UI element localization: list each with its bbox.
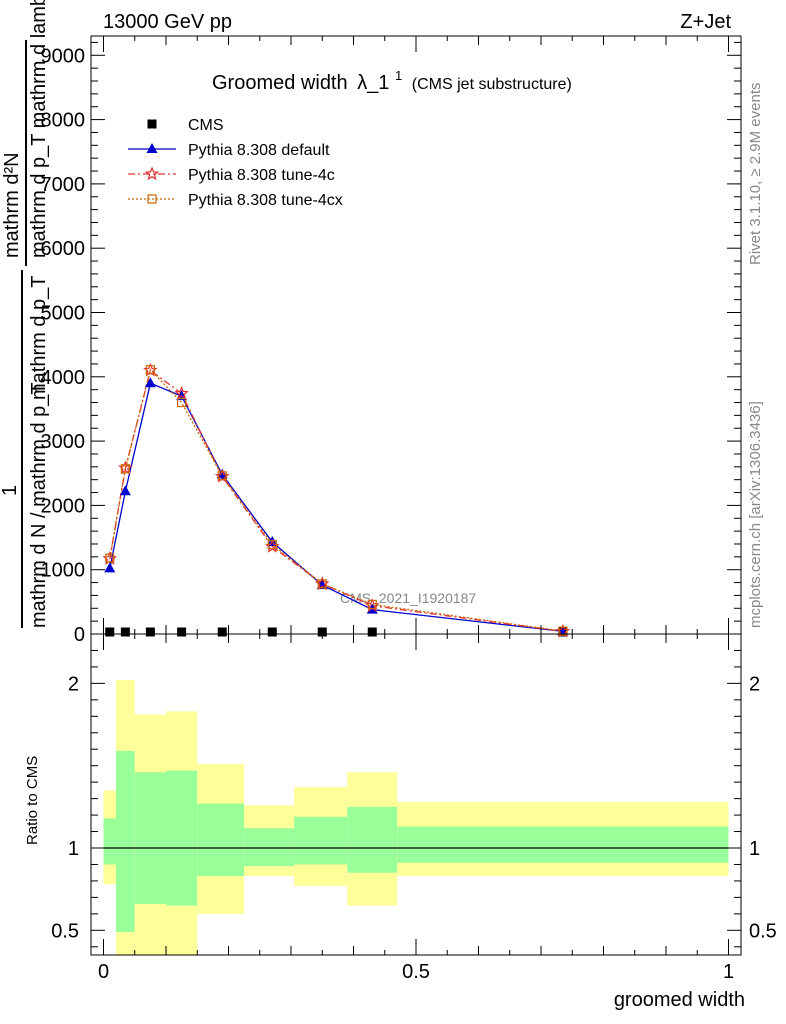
ytick-label-7: 7000 xyxy=(41,174,86,196)
ytick-label-8: 8000 xyxy=(41,110,86,132)
point-s3-5 xyxy=(267,540,277,550)
ylabel-num-top: mathrm d²N xyxy=(1,152,23,258)
legend-marker-3 xyxy=(147,194,157,204)
ratio-ytick-label-left-2: 2 xyxy=(68,673,79,695)
legend-marker-2 xyxy=(144,166,160,181)
inner-band-2 xyxy=(134,772,166,904)
ytick-label-1: 1000 xyxy=(41,560,86,582)
inner-band-7 xyxy=(347,806,398,873)
title-main: Groomed width xyxy=(212,72,348,94)
point-s3-8 xyxy=(558,626,568,636)
main-ylabel: mathrm d²N mathrm d p_T mathrm d lambda … xyxy=(0,0,50,628)
legend-label-1: Pythia 8.308 default xyxy=(188,142,330,159)
ratio-ylabel: Ratio to CMS xyxy=(24,756,41,845)
ylabel-den-top: mathrm d N / mathrm d p_T xyxy=(28,382,50,628)
inner-band-8 xyxy=(397,826,729,863)
point-s3-2 xyxy=(145,365,155,375)
xtick-label-0: 0 xyxy=(98,961,109,983)
ytick-label-6: 6000 xyxy=(41,238,86,260)
title-sub: (CMS jet substructure) xyxy=(412,76,572,93)
ratio-ytick-label-right-0: 0.5 xyxy=(749,920,777,942)
inner-band-0 xyxy=(103,818,116,865)
series-line-1 xyxy=(109,382,563,633)
title-superscript: 1 xyxy=(395,68,402,83)
inner-band-6 xyxy=(294,816,348,865)
ratio-uncertainty-bands xyxy=(103,680,729,955)
inner-band-3 xyxy=(166,770,198,906)
ytick-label-5: 5000 xyxy=(41,302,86,324)
point-s1-4 xyxy=(216,468,228,479)
point-s1-2 xyxy=(144,377,156,388)
point-s1-1 xyxy=(119,485,131,496)
point-s3-0 xyxy=(105,553,115,563)
ytick-label-4: 4000 xyxy=(41,367,86,389)
x-axis-label: groomed width xyxy=(614,989,745,1011)
point-s0-5 xyxy=(267,627,277,637)
point-s3-1 xyxy=(120,464,130,474)
header-left: 13000 GeV pp xyxy=(103,11,232,33)
point-s3-6 xyxy=(317,579,327,589)
point-s0-1 xyxy=(120,627,130,637)
ytick-label-0: 0 xyxy=(74,624,85,646)
inner-band-5 xyxy=(244,828,295,867)
axes: 0 1000 2000 3000 4000 5000 6000 7000 8000 9000 0 0.… xyxy=(41,35,777,983)
header-right: Z+Jet xyxy=(680,11,731,33)
ytick-label-2: 2000 xyxy=(41,495,86,517)
legend-marker-1 xyxy=(146,143,158,153)
legend-marker-0 xyxy=(147,119,157,129)
point-s1-0 xyxy=(104,562,116,573)
point-s0-2 xyxy=(145,627,155,637)
rivet-info: Rivet 3.1.10, ≥ 2.9M events xyxy=(747,83,764,266)
point-s0-7 xyxy=(367,627,377,637)
point-s2-3 xyxy=(174,385,189,400)
legend-label-3: Pythia 8.308 tune-4cx xyxy=(188,192,343,209)
chart-title: Groomed width λ_1 1 (CMS jet substructur… xyxy=(212,63,572,94)
ratio-ytick-label-right-2: 2 xyxy=(749,673,760,695)
point-s0-0 xyxy=(105,627,115,637)
watermark: CMS_2021_I1920187 xyxy=(340,590,476,606)
xtick-label-2: 1 xyxy=(723,961,734,983)
point-s3-7 xyxy=(367,599,377,610)
legend-label-0: CMS xyxy=(188,117,224,134)
inner-band-4 xyxy=(197,803,245,876)
ratio-ytick-label-left-0: 0.5 xyxy=(51,920,79,942)
series-lines xyxy=(109,368,563,633)
legend: CMS Pythia 8.308 default Pythia 8.308 tune… xyxy=(128,117,343,209)
ylabel-den-bottom: mathrm d p_T xyxy=(28,276,50,400)
mcplots-info: mcplots.cern.ch [arXiv:1306.3436] xyxy=(747,401,764,628)
title-symbol: λ_1 xyxy=(357,72,389,94)
ylabel-one: 1 xyxy=(0,485,21,496)
point-s0-3 xyxy=(177,627,187,637)
point-s3-3 xyxy=(177,397,187,408)
series-markers xyxy=(102,362,571,638)
ratio-ytick-label-right-1: 1 xyxy=(749,838,760,860)
ytick-label-3: 3000 xyxy=(41,431,86,453)
ylabel-num-bottom: mathrm d p_T mathrm d lambda xyxy=(28,0,50,258)
inner-band-1 xyxy=(116,750,135,932)
point-s3-4 xyxy=(217,471,227,481)
ratio-ytick-label-left-1: 1 xyxy=(68,838,79,860)
xtick-label-1: 0.5 xyxy=(402,961,430,983)
ytick-label-9: 9000 xyxy=(41,45,86,67)
legend-label-2: Pythia 8.308 tune-4c xyxy=(188,167,335,184)
point-s0-4 xyxy=(217,627,227,637)
